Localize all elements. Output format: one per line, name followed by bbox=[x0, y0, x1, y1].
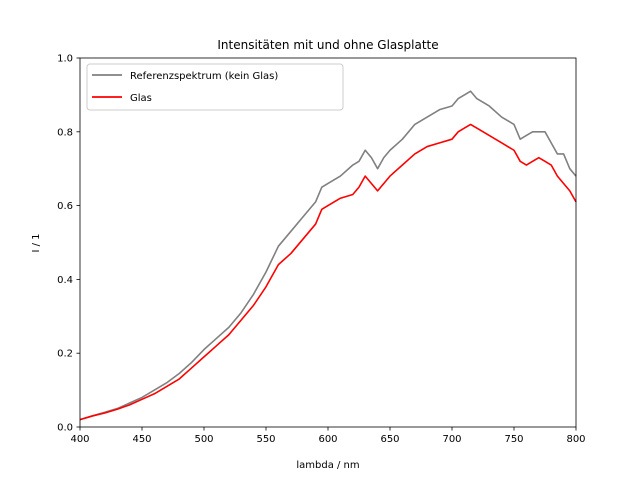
y-tick-label: 0.0 bbox=[57, 423, 73, 434]
legend-box bbox=[86, 63, 344, 111]
x-axis-label: lambda / nm bbox=[296, 460, 359, 471]
x-tick-label: 650 bbox=[380, 434, 399, 445]
chart-title: Intensitäten mit und ohne Glasplatte bbox=[217, 38, 438, 52]
series-line-0 bbox=[79, 90, 577, 421]
legend: Referenzspektrum (kein Glas) Glas bbox=[86, 63, 344, 111]
x-tick-label: 500 bbox=[194, 434, 213, 445]
x-tick-label: 400 bbox=[70, 434, 89, 445]
y-tick-label: 0.6 bbox=[57, 201, 73, 212]
series-line-1 bbox=[79, 123, 577, 421]
x-tick-label: 700 bbox=[442, 434, 461, 445]
x-tick-label: 800 bbox=[566, 434, 585, 445]
y-tick-label: 1.0 bbox=[57, 54, 73, 65]
x-tick-label: 750 bbox=[504, 434, 523, 445]
x-tick-label: 450 bbox=[132, 434, 151, 445]
y-tick-label: 0.2 bbox=[57, 349, 73, 360]
x-axis: 400 450 500 550 600 650 700 750 800 bbox=[70, 427, 586, 445]
y-tick-label: 0.4 bbox=[57, 275, 73, 286]
y-axis: 0.0 0.2 0.4 0.6 0.8 1.0 bbox=[57, 54, 80, 434]
y-axis-label: I / 1 bbox=[31, 233, 42, 252]
x-tick-label: 600 bbox=[318, 434, 337, 445]
legend-label-1: Glas bbox=[130, 93, 152, 104]
x-tick-label: 550 bbox=[256, 434, 275, 445]
legend-label-0: Referenzspektrum (kein Glas) bbox=[130, 71, 278, 82]
y-tick-label: 0.8 bbox=[57, 127, 73, 138]
